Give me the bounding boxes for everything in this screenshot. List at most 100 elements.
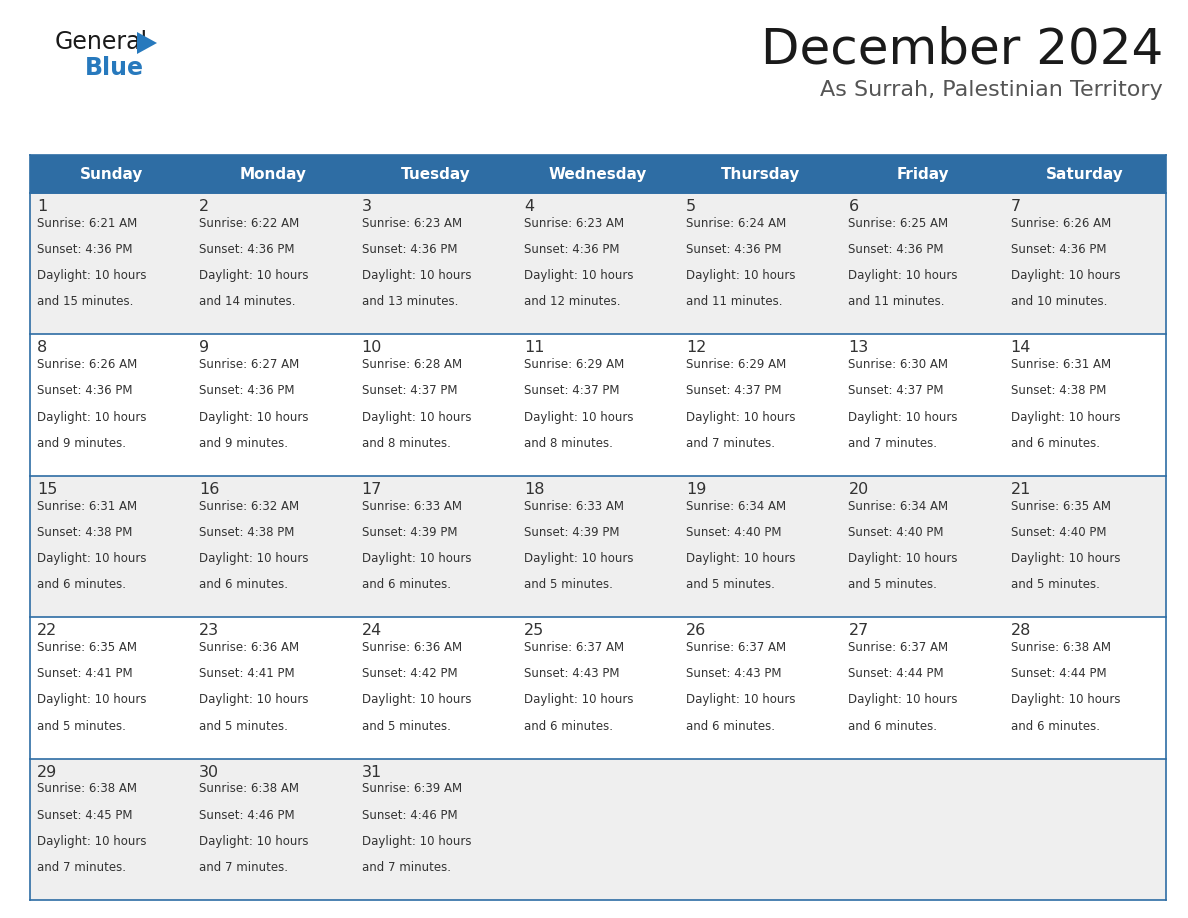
Bar (1004, 193, 1165, 334)
Text: 18: 18 (524, 482, 544, 497)
Text: 28: 28 (1011, 623, 1031, 638)
Text: Sunset: 4:41 PM: Sunset: 4:41 PM (37, 667, 133, 680)
Text: Daylight: 10 hours: Daylight: 10 hours (37, 269, 146, 282)
Text: Sunrise: 6:34 AM: Sunrise: 6:34 AM (687, 499, 786, 512)
Text: 15: 15 (37, 482, 57, 497)
Text: Daylight: 10 hours: Daylight: 10 hours (37, 834, 146, 847)
Text: and 10 minutes.: and 10 minutes. (1011, 296, 1107, 308)
Text: and 8 minutes.: and 8 minutes. (361, 437, 450, 450)
Text: Sunrise: 6:38 AM: Sunrise: 6:38 AM (1011, 641, 1111, 654)
Text: and 9 minutes.: and 9 minutes. (200, 437, 289, 450)
Text: and 14 minutes.: and 14 minutes. (200, 296, 296, 308)
Bar (1004, 476, 1165, 617)
Bar (192, 193, 354, 334)
Text: Sunset: 4:43 PM: Sunset: 4:43 PM (687, 667, 782, 680)
Bar (354, 758, 517, 900)
Text: Sunset: 4:43 PM: Sunset: 4:43 PM (524, 667, 619, 680)
Text: Daylight: 10 hours: Daylight: 10 hours (1011, 410, 1120, 423)
Bar (1004, 758, 1165, 900)
Text: 5: 5 (687, 199, 696, 214)
Text: Sunrise: 6:21 AM: Sunrise: 6:21 AM (37, 217, 138, 230)
Text: Daylight: 10 hours: Daylight: 10 hours (200, 269, 309, 282)
Text: 7: 7 (1011, 199, 1020, 214)
Text: Sunrise: 6:22 AM: Sunrise: 6:22 AM (200, 217, 299, 230)
Text: 29: 29 (37, 765, 57, 779)
Text: Daylight: 10 hours: Daylight: 10 hours (687, 552, 796, 565)
Text: 25: 25 (524, 623, 544, 638)
Text: and 6 minutes.: and 6 minutes. (37, 578, 126, 591)
Text: and 11 minutes.: and 11 minutes. (687, 296, 783, 308)
Text: 19: 19 (687, 482, 707, 497)
Text: Sunrise: 6:31 AM: Sunrise: 6:31 AM (37, 499, 137, 512)
Bar (680, 617, 841, 758)
Text: Daylight: 10 hours: Daylight: 10 hours (687, 269, 796, 282)
Text: and 7 minutes.: and 7 minutes. (37, 861, 126, 874)
Text: Sunrise: 6:38 AM: Sunrise: 6:38 AM (200, 782, 299, 795)
Text: Sunset: 4:36 PM: Sunset: 4:36 PM (37, 243, 133, 256)
Text: and 7 minutes.: and 7 minutes. (687, 437, 775, 450)
Text: and 5 minutes.: and 5 minutes. (848, 578, 937, 591)
Text: Blue: Blue (86, 56, 144, 80)
Text: Sunset: 4:39 PM: Sunset: 4:39 PM (524, 526, 619, 539)
Bar (30, 193, 192, 334)
Text: 6: 6 (848, 199, 859, 214)
Text: Sunrise: 6:37 AM: Sunrise: 6:37 AM (524, 641, 624, 654)
Text: Wednesday: Wednesday (549, 166, 647, 182)
Text: Sunset: 4:44 PM: Sunset: 4:44 PM (848, 667, 944, 680)
Text: Daylight: 10 hours: Daylight: 10 hours (524, 693, 633, 706)
Text: Daylight: 10 hours: Daylight: 10 hours (361, 269, 472, 282)
Text: Daylight: 10 hours: Daylight: 10 hours (848, 269, 958, 282)
Text: and 6 minutes.: and 6 minutes. (361, 578, 450, 591)
Text: and 6 minutes.: and 6 minutes. (524, 720, 613, 733)
Bar (517, 476, 680, 617)
Text: 20: 20 (848, 482, 868, 497)
Text: Sunrise: 6:36 AM: Sunrise: 6:36 AM (200, 641, 299, 654)
Text: 24: 24 (361, 623, 381, 638)
Text: and 11 minutes.: and 11 minutes. (848, 296, 944, 308)
Text: and 8 minutes.: and 8 minutes. (524, 437, 613, 450)
Bar (841, 476, 1004, 617)
Text: Daylight: 10 hours: Daylight: 10 hours (687, 693, 796, 706)
Text: Sunrise: 6:31 AM: Sunrise: 6:31 AM (1011, 358, 1111, 371)
Text: Daylight: 10 hours: Daylight: 10 hours (1011, 269, 1120, 282)
Text: Sunset: 4:37 PM: Sunset: 4:37 PM (848, 385, 944, 397)
Text: and 5 minutes.: and 5 minutes. (37, 720, 126, 733)
Text: Sunset: 4:39 PM: Sunset: 4:39 PM (361, 526, 457, 539)
Text: Daylight: 10 hours: Daylight: 10 hours (361, 834, 472, 847)
Text: Daylight: 10 hours: Daylight: 10 hours (848, 552, 958, 565)
Bar (30, 476, 192, 617)
Text: and 15 minutes.: and 15 minutes. (37, 296, 133, 308)
Text: Sunrise: 6:23 AM: Sunrise: 6:23 AM (524, 217, 624, 230)
Text: Sunset: 4:42 PM: Sunset: 4:42 PM (361, 667, 457, 680)
Text: Daylight: 10 hours: Daylight: 10 hours (37, 410, 146, 423)
Text: Sunrise: 6:36 AM: Sunrise: 6:36 AM (361, 641, 462, 654)
Text: Sunset: 4:36 PM: Sunset: 4:36 PM (361, 243, 457, 256)
Text: 27: 27 (848, 623, 868, 638)
Text: Sunset: 4:46 PM: Sunset: 4:46 PM (361, 809, 457, 822)
Text: Sunrise: 6:38 AM: Sunrise: 6:38 AM (37, 782, 137, 795)
Text: Sunset: 4:36 PM: Sunset: 4:36 PM (524, 243, 619, 256)
Text: 17: 17 (361, 482, 383, 497)
Text: Sunrise: 6:37 AM: Sunrise: 6:37 AM (848, 641, 948, 654)
Text: 8: 8 (37, 341, 48, 355)
Text: 12: 12 (687, 341, 707, 355)
Text: Sunrise: 6:35 AM: Sunrise: 6:35 AM (37, 641, 137, 654)
Text: Sunrise: 6:33 AM: Sunrise: 6:33 AM (361, 499, 462, 512)
Text: Sunrise: 6:26 AM: Sunrise: 6:26 AM (37, 358, 138, 371)
Text: Tuesday: Tuesday (400, 166, 470, 182)
Bar (30, 334, 192, 476)
Bar (841, 758, 1004, 900)
Text: Sunset: 4:38 PM: Sunset: 4:38 PM (37, 526, 132, 539)
Text: and 7 minutes.: and 7 minutes. (200, 861, 289, 874)
Text: Sunrise: 6:32 AM: Sunrise: 6:32 AM (200, 499, 299, 512)
Text: and 6 minutes.: and 6 minutes. (1011, 437, 1100, 450)
Text: Daylight: 10 hours: Daylight: 10 hours (361, 693, 472, 706)
Text: Sunrise: 6:33 AM: Sunrise: 6:33 AM (524, 499, 624, 512)
Text: 30: 30 (200, 765, 220, 779)
Text: 26: 26 (687, 623, 707, 638)
Text: Daylight: 10 hours: Daylight: 10 hours (361, 552, 472, 565)
Text: 23: 23 (200, 623, 220, 638)
Text: Sunset: 4:36 PM: Sunset: 4:36 PM (687, 243, 782, 256)
Text: Sunset: 4:46 PM: Sunset: 4:46 PM (200, 809, 295, 822)
Text: 2: 2 (200, 199, 209, 214)
